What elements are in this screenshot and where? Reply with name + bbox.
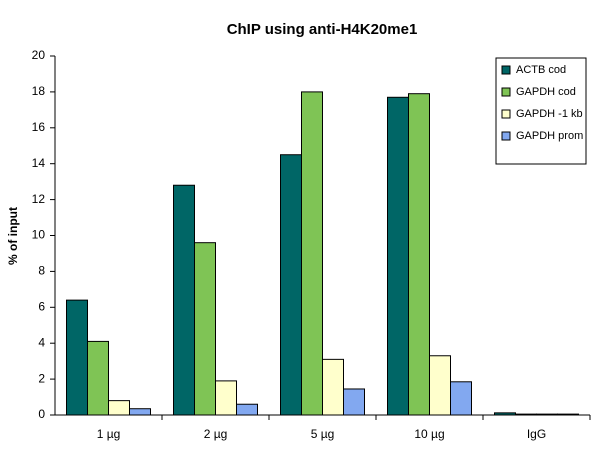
y-tick-label: 0 — [38, 407, 45, 421]
bar — [87, 340, 109, 416]
y-tick-label: 10 — [32, 228, 46, 242]
bar — [301, 91, 323, 416]
bar — [450, 381, 472, 416]
bar — [280, 154, 302, 416]
x-tick-label: 1 µg — [97, 427, 121, 441]
legend-swatch — [501, 109, 511, 119]
bar — [173, 184, 195, 416]
y-tick-label: 16 — [32, 120, 46, 134]
x-tick-label: 5 µg — [311, 427, 335, 441]
bar — [429, 355, 451, 416]
bar — [129, 408, 151, 416]
y-tick-label: 14 — [32, 156, 46, 170]
legend-label: GAPDH cod — [516, 86, 576, 98]
bar — [194, 242, 216, 416]
x-tick-label: 10 µg — [414, 427, 444, 441]
legend-label: GAPDH prom — [516, 130, 583, 142]
y-tick-label: 12 — [32, 192, 46, 206]
y-tick-label: 6 — [38, 299, 45, 313]
bar — [408, 93, 430, 416]
bar — [215, 380, 237, 416]
y-tick-label: 20 — [32, 48, 46, 62]
chart-title: ChIP using anti-H4K20me1 — [227, 21, 418, 38]
legend-swatch — [501, 87, 511, 97]
bar — [387, 96, 409, 416]
y-tick-label: 8 — [38, 264, 45, 278]
legend-swatch — [501, 65, 511, 75]
bar — [108, 400, 130, 416]
y-tick-label: 4 — [38, 335, 45, 349]
bar — [236, 403, 258, 416]
bar — [343, 388, 365, 416]
bar — [66, 299, 88, 416]
bar — [322, 358, 344, 416]
y-tick-label: 2 — [38, 371, 45, 385]
legend-label: ACTB cod — [516, 64, 566, 76]
x-tick-label: 2 µg — [204, 427, 228, 441]
legend-box — [495, 57, 587, 165]
legend-swatch — [501, 131, 511, 141]
y-axis-label: % of input — [6, 207, 20, 265]
x-tick-label: IgG — [527, 427, 546, 441]
y-tick-label: 18 — [32, 84, 46, 98]
legend-label: GAPDH -1 kb — [516, 108, 583, 120]
